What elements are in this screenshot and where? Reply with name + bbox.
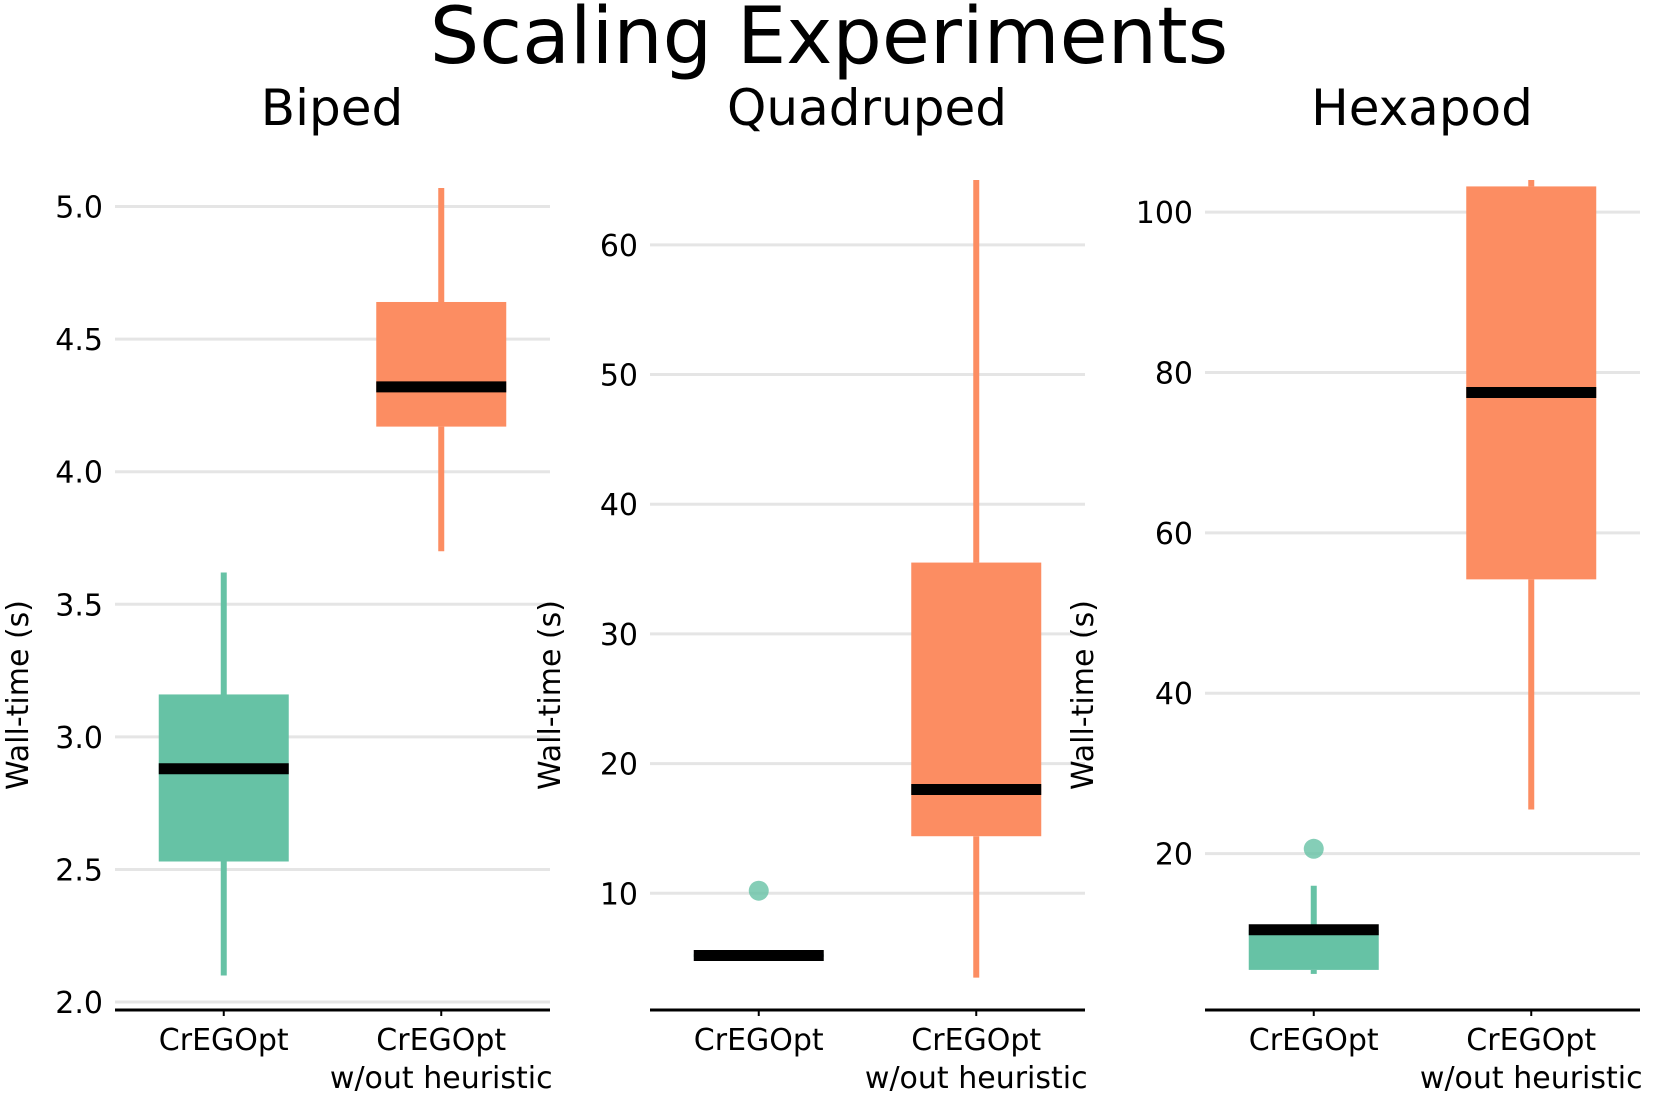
y-tick-label: 2.0 [55, 986, 103, 1021]
y-tick-label: 100 [1136, 196, 1193, 231]
y-tick-label: 80 [1155, 356, 1193, 391]
box [911, 562, 1042, 837]
y-tick-label: 5.0 [55, 191, 103, 226]
outlier-point [1303, 838, 1324, 859]
y-tick-label: 4.5 [55, 323, 103, 358]
y-tick-label: 40 [1155, 677, 1193, 712]
y-tick-label: 30 [600, 618, 638, 653]
panel-title: Biped [261, 79, 403, 137]
y-tick-label: 3.0 [55, 721, 103, 756]
y-tick-label: 50 [600, 359, 638, 394]
panel-title: Hexapod [1311, 79, 1533, 137]
y-axis-label: Wall-time (s) [1066, 600, 1101, 790]
y-tick-label: 4.0 [55, 456, 103, 491]
y-axis-label: Wall-time (s) [1, 600, 36, 790]
box [1248, 929, 1379, 970]
y-tick-label: 20 [1155, 838, 1193, 873]
y-axis-label: Wall-time (s) [533, 600, 568, 790]
y-tick-label: 2.5 [55, 853, 103, 888]
y-tick-label: 60 [600, 229, 638, 264]
box [1466, 186, 1597, 580]
x-tick-label: w/out heuristic [330, 1061, 553, 1096]
x-tick-label: CrEGOpt [1466, 1023, 1596, 1058]
panel-title: Quadruped [727, 79, 1007, 137]
x-tick-label: w/out heuristic [1420, 1061, 1643, 1096]
y-tick-label: 40 [600, 488, 638, 523]
y-tick-label: 10 [600, 877, 638, 912]
x-tick-label: CrEGOpt [376, 1023, 506, 1058]
y-tick-label: 20 [600, 748, 638, 783]
box [376, 301, 507, 427]
x-tick-label: CrEGOpt [911, 1023, 1041, 1058]
x-tick-label: w/out heuristic [865, 1061, 1088, 1096]
figure-title: Scaling Experiments [430, 0, 1229, 82]
x-tick-label: CrEGOpt [159, 1023, 289, 1058]
x-tick-label: CrEGOpt [694, 1023, 824, 1058]
y-tick-label: 60 [1155, 517, 1193, 552]
outlier-point [748, 880, 769, 901]
y-tick-label: 3.5 [55, 588, 103, 623]
box [158, 694, 289, 862]
x-tick-label: CrEGOpt [1249, 1023, 1379, 1058]
